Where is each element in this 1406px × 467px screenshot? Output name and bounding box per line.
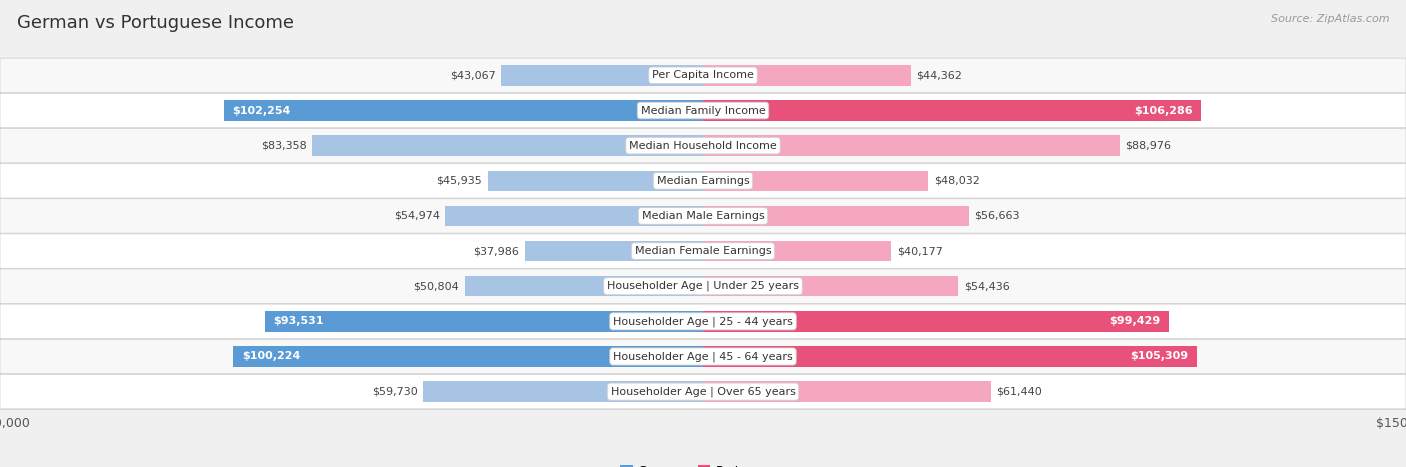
Text: $93,531: $93,531 [273,316,323,326]
Text: $99,429: $99,429 [1109,316,1160,326]
Text: Median Family Income: Median Family Income [641,106,765,115]
Bar [524,241,703,261]
FancyBboxPatch shape [0,269,1406,304]
Bar [703,135,1121,156]
Bar [501,65,703,85]
Bar [465,276,703,297]
Bar [264,311,703,332]
Bar [703,276,957,297]
FancyBboxPatch shape [0,128,1406,163]
Text: $44,362: $44,362 [917,71,963,80]
Bar [423,382,703,402]
Text: $83,358: $83,358 [262,141,307,151]
Text: $56,663: $56,663 [974,211,1019,221]
Bar [703,65,911,85]
Text: $88,976: $88,976 [1126,141,1171,151]
Text: $43,067: $43,067 [450,71,495,80]
FancyBboxPatch shape [0,58,1406,92]
Text: $54,974: $54,974 [394,211,440,221]
FancyBboxPatch shape [0,93,1406,128]
Text: Source: ZipAtlas.com: Source: ZipAtlas.com [1271,14,1389,24]
Bar [224,100,703,120]
Bar [312,135,703,156]
Text: Householder Age | 25 - 44 years: Householder Age | 25 - 44 years [613,316,793,326]
Text: Median Earnings: Median Earnings [657,176,749,186]
Text: $50,804: $50,804 [413,281,460,291]
Text: $54,436: $54,436 [963,281,1010,291]
Text: $59,730: $59,730 [371,387,418,396]
Legend: German, Portuguese: German, Portuguese [616,460,790,467]
FancyBboxPatch shape [0,163,1406,198]
Bar [233,347,703,367]
Text: $45,935: $45,935 [436,176,482,186]
Text: Median Female Earnings: Median Female Earnings [634,246,772,256]
FancyBboxPatch shape [0,304,1406,339]
Text: Median Male Earnings: Median Male Earnings [641,211,765,221]
FancyBboxPatch shape [0,375,1406,409]
Text: Householder Age | 45 - 64 years: Householder Age | 45 - 64 years [613,351,793,362]
Text: Householder Age | Over 65 years: Householder Age | Over 65 years [610,386,796,397]
Text: $100,224: $100,224 [242,352,299,361]
FancyBboxPatch shape [0,234,1406,268]
Bar [703,311,1168,332]
Bar [446,206,703,226]
Text: $102,254: $102,254 [232,106,291,115]
Text: German vs Portuguese Income: German vs Portuguese Income [17,14,294,32]
FancyBboxPatch shape [0,199,1406,233]
Text: $37,986: $37,986 [474,246,519,256]
Text: $48,032: $48,032 [934,176,980,186]
Text: $106,286: $106,286 [1135,106,1192,115]
Bar [488,170,703,191]
Bar [703,241,891,261]
Text: Per Capita Income: Per Capita Income [652,71,754,80]
FancyBboxPatch shape [0,339,1406,374]
Bar [703,170,928,191]
Bar [703,382,991,402]
Bar [703,347,1197,367]
Text: $105,309: $105,309 [1130,352,1188,361]
Text: Householder Age | Under 25 years: Householder Age | Under 25 years [607,281,799,291]
Bar [703,206,969,226]
Text: $61,440: $61,440 [997,387,1042,396]
Text: $40,177: $40,177 [897,246,943,256]
Bar [703,100,1201,120]
Text: Median Household Income: Median Household Income [628,141,778,151]
